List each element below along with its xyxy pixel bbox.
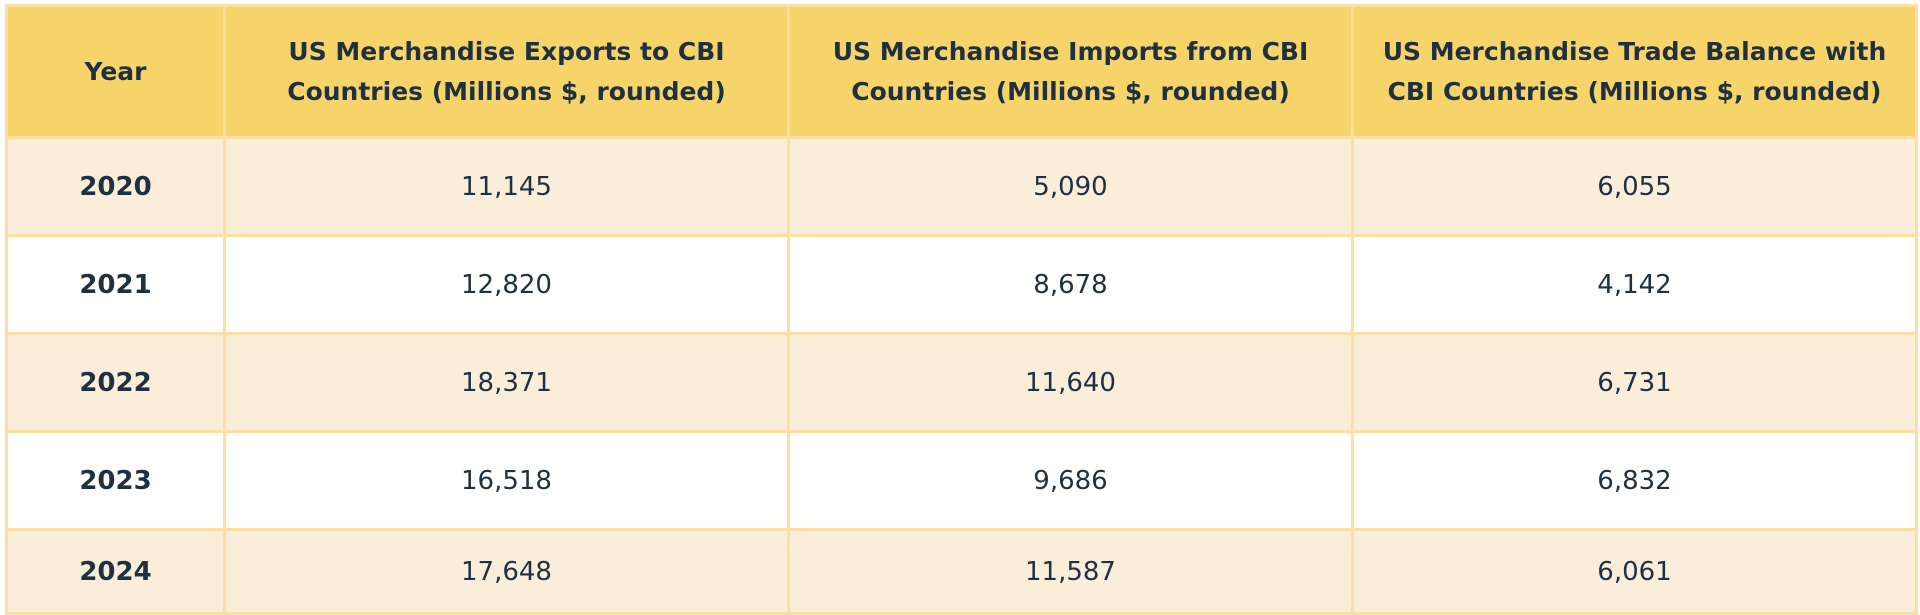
cell-balance: 6,055 [1351,136,1918,237]
cell-balance: 6,832 [1351,430,1918,531]
table-header: Year US Merchandise Exports to CBI Count… [5,4,1918,139]
cell-year: 2024 [5,528,226,615]
header-imports: US Merchandise Imports from CBI Countrie… [787,4,1354,139]
table-row: 2021 12,820 8,678 4,142 [5,234,1918,335]
cell-exports: 17,648 [223,528,790,615]
cell-exports: 11,145 [223,136,790,237]
cell-imports: 11,587 [787,528,1354,615]
cell-exports: 12,820 [223,234,790,335]
trade-table-container: Year US Merchandise Exports to CBI Count… [5,4,1918,615]
table-row: 2022 18,371 11,640 6,731 [5,332,1918,433]
table-row: 2020 11,145 5,090 6,055 [5,136,1918,237]
header-row: Year US Merchandise Exports to CBI Count… [5,4,1918,139]
cell-imports: 9,686 [787,430,1354,531]
trade-table: Year US Merchandise Exports to CBI Count… [5,4,1918,615]
table-row: 2023 16,518 9,686 6,832 [5,430,1918,531]
cell-exports: 18,371 [223,332,790,433]
header-balance: US Merchandise Trade Balance with CBI Co… [1351,4,1918,139]
cell-year: 2023 [5,430,226,531]
table-body: 2020 11,145 5,090 6,055 2021 12,820 8,67… [5,136,1918,615]
header-exports: US Merchandise Exports to CBI Countries … [223,4,790,139]
cell-imports: 5,090 [787,136,1354,237]
cell-exports: 16,518 [223,430,790,531]
cell-year: 2020 [5,136,226,237]
cell-imports: 11,640 [787,332,1354,433]
cell-balance: 4,142 [1351,234,1918,335]
table-row: 2024 17,648 11,587 6,061 [5,528,1918,615]
cell-year: 2021 [5,234,226,335]
header-year: Year [5,4,226,139]
cell-balance: 6,731 [1351,332,1918,433]
cell-imports: 8,678 [787,234,1354,335]
cell-year: 2022 [5,332,226,433]
cell-balance: 6,061 [1351,528,1918,615]
